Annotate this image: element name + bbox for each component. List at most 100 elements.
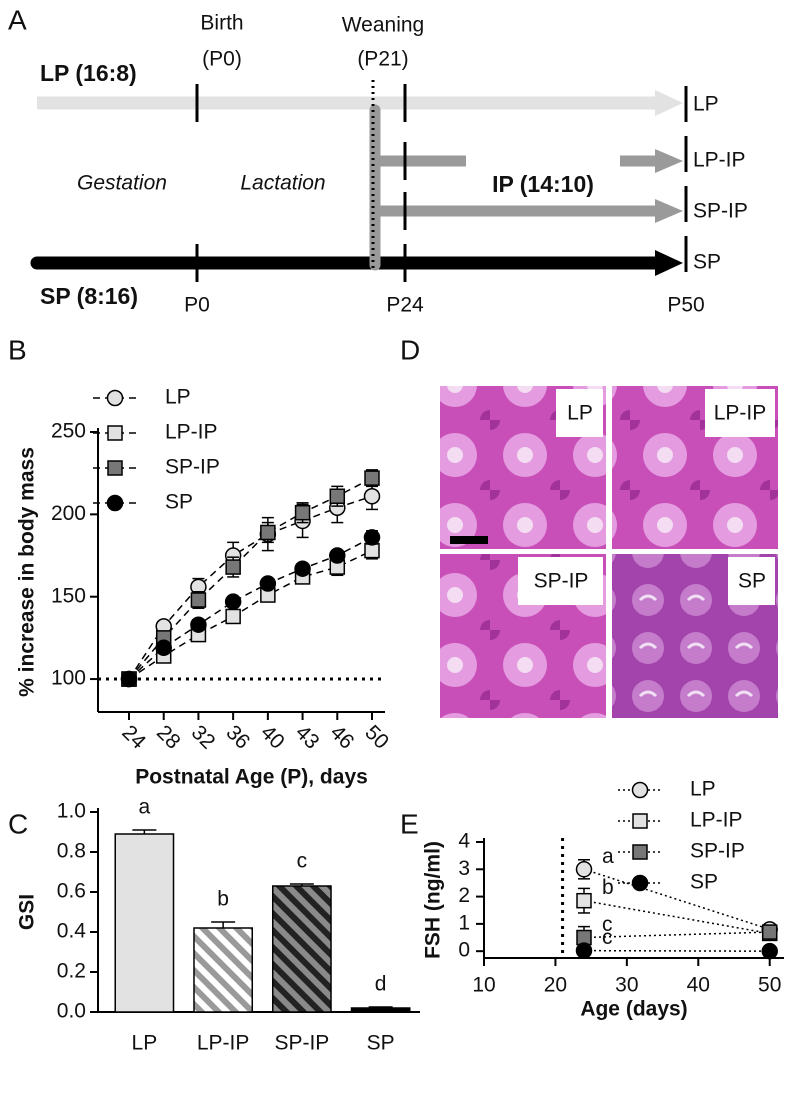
event-label: Weaning bbox=[342, 14, 425, 37]
x-axis-label: Postnatal Age (P), days bbox=[135, 766, 368, 789]
series-line bbox=[128, 495, 373, 680]
legend-marker bbox=[106, 494, 124, 512]
photoperiod-label: LP (16:8) bbox=[40, 60, 137, 86]
y-tick-label: 0 bbox=[458, 939, 470, 962]
point bbox=[294, 504, 311, 521]
y-tick-label: 200 bbox=[51, 502, 86, 525]
series-line bbox=[583, 931, 770, 939]
y-tick-label: 100 bbox=[51, 667, 86, 690]
y-tick-label: 250 bbox=[51, 420, 86, 443]
legend-marker bbox=[631, 874, 649, 892]
x-tick-label: 28 bbox=[152, 721, 185, 754]
legend-marker bbox=[107, 460, 123, 476]
event-label: Birth bbox=[200, 12, 243, 35]
x-tick-label: 20 bbox=[544, 974, 567, 997]
label-box bbox=[728, 557, 775, 605]
y-tick-label: 1.0 bbox=[57, 800, 86, 823]
legend-label: SP-IP bbox=[165, 456, 220, 479]
panel-label: D bbox=[400, 334, 420, 365]
x-tick-label: 24 bbox=[117, 721, 150, 754]
y-tick-label: 0.2 bbox=[57, 960, 86, 983]
group-label: LP-IP bbox=[693, 149, 746, 172]
y-tick-label: 1 bbox=[458, 911, 470, 934]
x-tick-label: 43 bbox=[291, 721, 324, 754]
label-box bbox=[556, 389, 603, 437]
significance-label: c bbox=[602, 913, 613, 936]
x-tick-label: LP-IP bbox=[197, 1032, 250, 1055]
point bbox=[363, 529, 381, 546]
point bbox=[364, 542, 380, 559]
x-tick-label: 10 bbox=[472, 974, 495, 997]
bar bbox=[114, 833, 175, 1013]
significance-label: d bbox=[375, 973, 387, 996]
x-axis-label: Age (days) bbox=[580, 998, 687, 1021]
x-tick-label: 30 bbox=[615, 974, 638, 997]
micrograph-label: LP-IP bbox=[714, 402, 767, 425]
x-tick-label: 32 bbox=[187, 721, 220, 754]
point bbox=[225, 559, 241, 575]
x-tick-label: SP-IP bbox=[274, 1032, 329, 1055]
point bbox=[575, 861, 593, 878]
timeline-diagram bbox=[30, 80, 688, 282]
label-box bbox=[518, 557, 603, 605]
panel-label: B bbox=[8, 334, 27, 365]
y-tick-label: 2 bbox=[458, 884, 470, 907]
micrograph-label: SP bbox=[738, 570, 766, 593]
legend-marker bbox=[106, 389, 124, 407]
point bbox=[260, 524, 276, 541]
y-tick-label: 4 bbox=[458, 830, 470, 853]
sp-arrowhead bbox=[655, 250, 683, 276]
x-tick-label: 46 bbox=[326, 721, 359, 754]
y-tick-label: 150 bbox=[51, 584, 86, 607]
group-label: SP bbox=[693, 251, 721, 274]
panel-label: C bbox=[8, 808, 28, 839]
y-tick-label: 0.4 bbox=[57, 920, 87, 943]
point bbox=[225, 608, 241, 625]
x-tick-label: SP bbox=[367, 1032, 395, 1055]
legend-label: LP bbox=[165, 386, 191, 409]
legend-marker bbox=[631, 781, 649, 799]
legend-label: SP bbox=[690, 871, 718, 894]
point bbox=[364, 470, 380, 486]
x-tick-label: 36 bbox=[221, 721, 254, 754]
timepoint-label: P0 bbox=[184, 294, 210, 317]
photoperiod-label: IP (14:10) bbox=[492, 171, 594, 197]
point bbox=[761, 924, 778, 940]
point bbox=[120, 670, 138, 688]
lp-arrowhead bbox=[655, 90, 683, 116]
panel-label: E bbox=[400, 808, 419, 839]
phase-label: Gestation bbox=[77, 172, 167, 195]
micrograph-label: SP-IP bbox=[534, 570, 589, 593]
y-tick-label: 3 bbox=[458, 857, 470, 880]
group-label: SP-IP bbox=[693, 200, 748, 223]
point bbox=[363, 487, 381, 505]
x-tick-label: LP bbox=[132, 1032, 158, 1055]
series-line bbox=[583, 949, 770, 952]
y-axis-label: GSI bbox=[16, 894, 39, 930]
point bbox=[294, 560, 311, 577]
point bbox=[224, 593, 242, 610]
significance-label: b bbox=[217, 888, 229, 911]
micrographs bbox=[440, 386, 778, 718]
sp-ip-arrowhead bbox=[655, 199, 683, 223]
y-axis-label: FSH (ng/ml) bbox=[422, 841, 445, 959]
legend-label: LP-IP bbox=[690, 809, 743, 832]
lp-ip-arrowhead bbox=[655, 149, 683, 173]
timepoint-label: P50 bbox=[667, 294, 704, 317]
series-line bbox=[583, 899, 770, 935]
legend-label: SP-IP bbox=[690, 840, 745, 863]
significance-label: a bbox=[139, 796, 151, 819]
bar bbox=[271, 885, 332, 1013]
legend-marker bbox=[107, 425, 123, 441]
legend-label: SP bbox=[165, 491, 193, 514]
x-tick-label: 40 bbox=[687, 974, 710, 997]
y-axis-label: % increase in body mass bbox=[16, 447, 39, 697]
photoperiod-label: SP (8:16) bbox=[40, 283, 138, 309]
legend-marker bbox=[632, 813, 648, 829]
point bbox=[155, 639, 172, 657]
point bbox=[329, 547, 346, 564]
point bbox=[259, 575, 277, 592]
bar bbox=[350, 1007, 411, 1013]
